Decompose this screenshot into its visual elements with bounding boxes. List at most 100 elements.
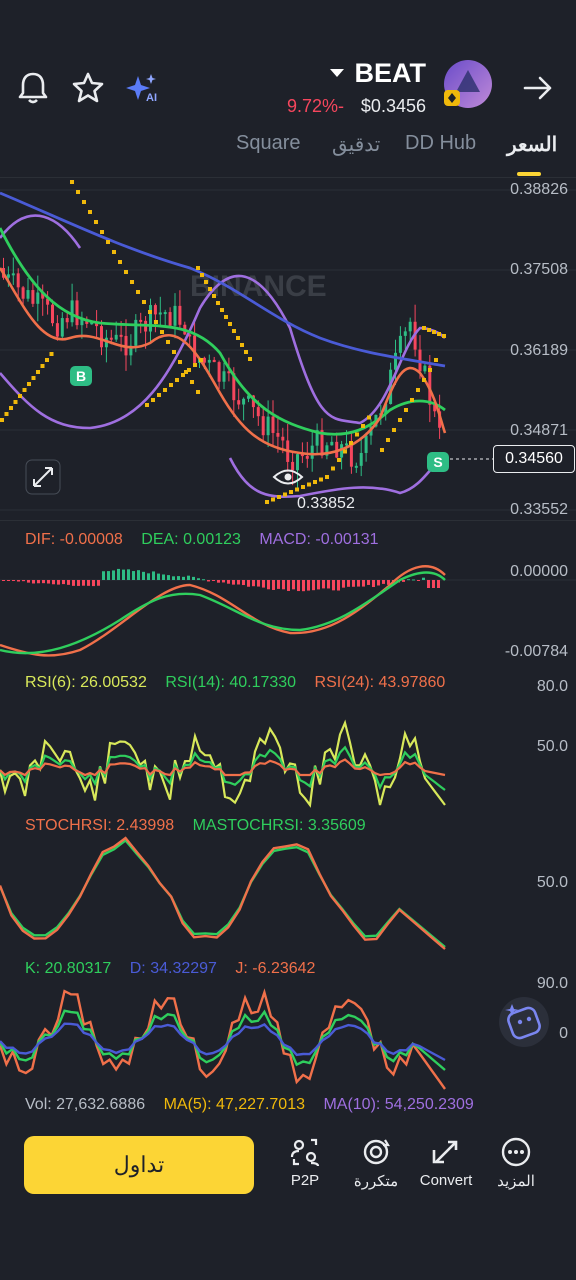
token-avatar[interactable] — [442, 58, 494, 110]
candle-body — [271, 416, 275, 433]
rsi-24: RSI(24): 43.97860 — [314, 674, 446, 691]
sar-dot — [319, 477, 323, 482]
bell-icon[interactable] — [13, 68, 53, 108]
candle-body — [90, 322, 94, 325]
sar-dot — [40, 364, 45, 368]
candle-body — [65, 318, 69, 323]
macd-bar — [87, 580, 90, 586]
candle-body — [100, 326, 103, 348]
sar-dot — [172, 350, 176, 354]
macd-bar — [347, 580, 350, 587]
sar-dot — [130, 280, 134, 284]
candle-body — [134, 319, 138, 346]
macd-bar — [257, 580, 260, 587]
candle-body — [428, 365, 432, 405]
sar-dot — [398, 418, 402, 422]
macd-bar — [307, 580, 310, 591]
macd-dif: DIF: -0.00008 — [25, 531, 123, 548]
macd-bar — [142, 571, 145, 580]
candle-body — [168, 312, 172, 326]
candle-chart[interactable]: BINANCE B S 0.33852 — [0, 178, 576, 520]
macd-bar — [372, 580, 375, 588]
axis-label: 0 — [559, 1025, 568, 1042]
svg-text:AI: AI — [146, 92, 157, 104]
candle-body — [310, 445, 314, 459]
macd-bar — [332, 580, 335, 591]
nav-convert[interactable]: Convert — [411, 1136, 481, 1189]
sar-dot — [9, 406, 13, 410]
candle-body — [359, 452, 363, 466]
axis-label: 0.36189 — [510, 342, 568, 359]
pair-name[interactable]: BEAT — [354, 58, 427, 88]
sar-dot — [228, 322, 232, 326]
tab-audit[interactable]: تدقيق — [332, 134, 381, 156]
arrow-right-icon[interactable] — [518, 68, 558, 108]
dropdown-icon[interactable] — [326, 62, 348, 84]
buy-marker[interactable]: B — [70, 366, 92, 386]
sar-dot — [200, 273, 204, 277]
macd-bar — [32, 580, 35, 584]
rsi-legend: RSI(6): 26.00532 RSI(14): 40.17330 RSI(2… — [25, 674, 576, 692]
stochrsi-chart — [0, 836, 446, 950]
macd-bar — [282, 580, 285, 590]
sar-dot — [236, 336, 240, 340]
candle-body — [394, 352, 397, 370]
macd-bar — [342, 580, 345, 588]
axis-label: 0.37508 — [510, 261, 568, 278]
tab-square[interactable]: Square — [236, 132, 301, 154]
candle-body — [325, 445, 329, 456]
macd-bar — [387, 580, 390, 585]
sar-dot — [0, 418, 4, 422]
sar-dot — [265, 500, 269, 504]
tab-dd-hub[interactable]: DD Hub — [405, 132, 477, 154]
vol-legend: Vol: 27,632.6886 MA(5): 47,227.7013 MA(1… — [25, 1096, 576, 1114]
macd-legend: DIF: -0.00008 DEA: 0.00123 MACD: -0.0013… — [25, 531, 576, 549]
last-price: $0.3456 — [360, 96, 426, 116]
kdj-j: J: -6.23642 — [235, 960, 316, 977]
ai-sparkle-icon[interactable]: AI — [124, 68, 164, 108]
nav-p2p[interactable]: P2P — [270, 1136, 340, 1189]
candle-body — [11, 273, 15, 276]
nav-convert-label: Convert — [419, 1172, 473, 1189]
sar-dot — [212, 294, 216, 298]
sar-dot — [31, 376, 36, 380]
star-icon[interactable] — [68, 68, 108, 108]
candle-body — [364, 435, 368, 453]
sar-dot — [157, 393, 161, 397]
sar-dot — [325, 475, 329, 479]
p2p-icon — [290, 1138, 320, 1167]
candle-body — [227, 371, 231, 374]
sar-dot — [112, 250, 116, 254]
sar-dot — [224, 315, 228, 319]
sar-dots — [0, 180, 446, 504]
candle-body — [16, 273, 20, 288]
eye-icon[interactable] — [272, 469, 304, 485]
sar-dot — [151, 398, 155, 402]
macd-bar — [2, 580, 5, 581]
macd-bar — [92, 580, 95, 587]
nav-recurring-label: متكررة — [353, 1173, 399, 1190]
trade-button[interactable]: تداول — [24, 1136, 254, 1194]
kdj-k: K: 20.80317 — [25, 960, 112, 977]
assistant-bot-icon[interactable] — [498, 996, 550, 1048]
candle-body — [70, 300, 74, 323]
sar-dot — [196, 390, 200, 394]
tab-price[interactable]: السعر — [507, 134, 558, 156]
macd-bar — [72, 580, 75, 586]
rsi-6: RSI(6): 26.00532 — [25, 674, 147, 691]
sar-dot — [88, 210, 92, 214]
sar-dot — [18, 394, 22, 398]
nav-more[interactable]: المزيد — [481, 1136, 551, 1190]
nav-recurring[interactable]: متكررة — [341, 1136, 411, 1190]
candle-body — [345, 443, 348, 446]
expand-icon[interactable] — [25, 459, 61, 495]
macd-value: MACD: -0.00131 — [259, 531, 379, 548]
sar-dot — [4, 412, 9, 416]
sar-dot — [248, 357, 252, 361]
macd-bar — [52, 580, 55, 585]
macd-bar — [217, 580, 220, 583]
candle-body — [398, 335, 402, 353]
sell-marker[interactable]: S — [427, 452, 449, 472]
sar-dot — [175, 378, 179, 382]
macd-bar — [317, 580, 320, 590]
